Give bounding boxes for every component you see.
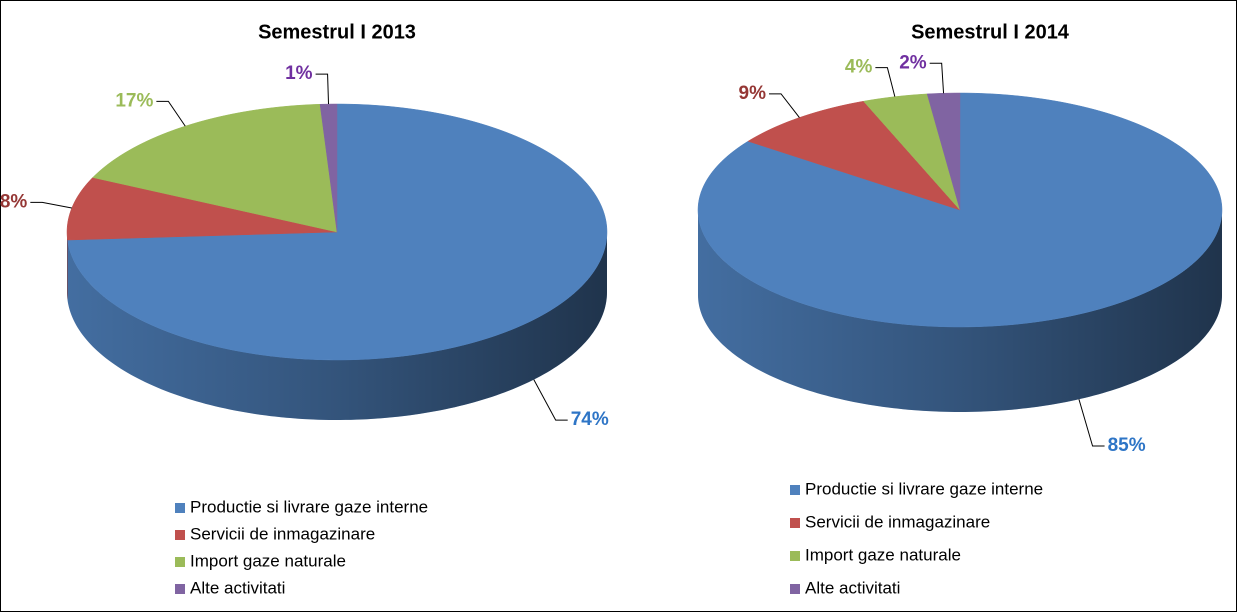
legend-swatch bbox=[175, 503, 185, 513]
data-label: 8% bbox=[0, 191, 27, 212]
legend-label: Productie si livrare gaze interne bbox=[190, 497, 428, 516]
pie-side-shade bbox=[67, 232, 68, 301]
leader-line bbox=[1078, 399, 1105, 447]
data-label: 9% bbox=[739, 83, 767, 104]
data-label: 17% bbox=[115, 90, 153, 111]
pie-slice bbox=[747, 100, 961, 211]
legend-label: Alte activitati bbox=[190, 578, 285, 597]
pie-side-shade bbox=[698, 210, 1222, 412]
pie-slice bbox=[67, 103, 608, 361]
pie-slice bbox=[926, 92, 961, 211]
legend-swatch bbox=[175, 530, 185, 540]
leader-line bbox=[929, 62, 945, 94]
legend-swatch bbox=[790, 584, 800, 594]
leader-line bbox=[315, 73, 330, 105]
legend-swatch bbox=[790, 518, 800, 528]
leader-line bbox=[533, 379, 568, 421]
legend-label: Import gaze naturale bbox=[805, 545, 961, 564]
data-label: 85% bbox=[1108, 435, 1146, 456]
legend-swatch bbox=[790, 485, 800, 495]
legend-label: Alte activitati bbox=[805, 578, 900, 597]
pie-side-shade bbox=[67, 232, 608, 420]
leader-line bbox=[30, 201, 72, 209]
data-label: 74% bbox=[571, 409, 609, 430]
legend-label: Import gaze naturale bbox=[190, 551, 346, 570]
chart-title: Semestrul I 2014 bbox=[911, 21, 1070, 43]
legend-swatch bbox=[790, 551, 800, 561]
chart-title: Semestrul I 2013 bbox=[258, 21, 416, 43]
leader-line bbox=[769, 93, 800, 118]
data-label: 1% bbox=[285, 63, 313, 84]
legend-label: Productie si livrare gaze interne bbox=[805, 479, 1043, 498]
leader-line bbox=[875, 67, 896, 97]
legend-label: Servicii de inmagazinare bbox=[805, 512, 990, 531]
legend-swatch bbox=[175, 557, 185, 567]
data-label: 4% bbox=[845, 57, 873, 78]
legend-swatch bbox=[175, 584, 185, 594]
pie-slice bbox=[863, 93, 961, 211]
leader-line bbox=[156, 100, 186, 127]
data-label: 2% bbox=[899, 52, 927, 73]
legend-label: Servicii de inmagazinare bbox=[190, 524, 375, 543]
